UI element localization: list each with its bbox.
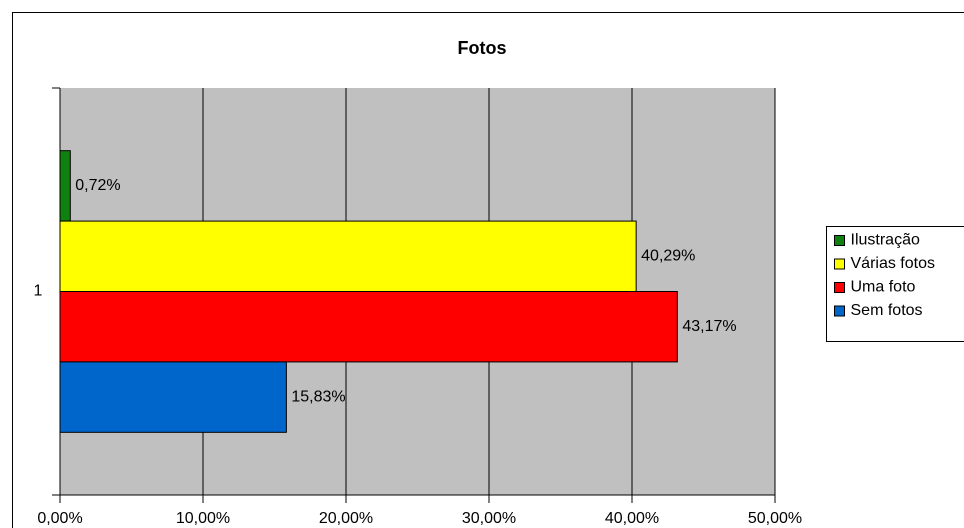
legend-label: Várias fotos — [851, 255, 935, 272]
bar — [59, 361, 287, 433]
data-label: 0,72% — [75, 177, 120, 194]
chart-title: Fotos — [458, 38, 507, 58]
legend-swatch — [834, 305, 845, 317]
x-tick-label: 0,00% — [37, 510, 82, 527]
bar — [59, 150, 71, 222]
bar — [59, 220, 637, 293]
legend-swatch — [834, 282, 845, 293]
data-label: 43,17% — [682, 318, 736, 335]
data-label: 15,83% — [291, 388, 345, 405]
bar — [59, 291, 678, 363]
x-tick-label: 40,00% — [605, 510, 659, 527]
x-tick-label: 30,00% — [462, 510, 516, 527]
legend-swatch — [834, 258, 845, 270]
legend-swatch — [834, 235, 845, 246]
legend-label: Sem fotos — [851, 302, 923, 319]
legend-box — [826, 226, 964, 342]
x-tick-label: 50,00% — [748, 510, 802, 527]
legend-label: Ilustração — [851, 232, 920, 249]
x-tick-label: 20,00% — [319, 510, 373, 527]
x-tick-label: 10,00% — [176, 510, 230, 527]
legend-label: Uma foto — [851, 279, 916, 296]
y-tick-label: 1 — [34, 283, 43, 300]
data-label: 40,29% — [641, 248, 695, 265]
